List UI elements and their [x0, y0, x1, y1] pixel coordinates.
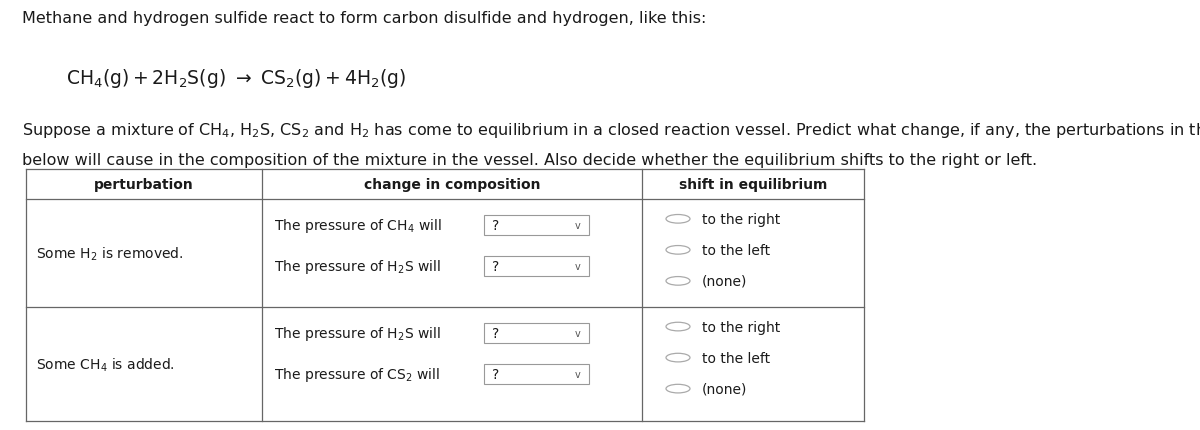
FancyBboxPatch shape [484, 257, 589, 276]
Text: to the left: to the left [702, 243, 770, 257]
Text: change in composition: change in composition [364, 178, 540, 192]
FancyBboxPatch shape [484, 216, 589, 236]
Text: shift in equilibrium: shift in equilibrium [679, 178, 827, 192]
Text: Some $\mathregular{CH_4}$ is added.: Some $\mathregular{CH_4}$ is added. [36, 356, 175, 373]
Text: (none): (none) [702, 274, 748, 288]
Text: v: v [575, 369, 580, 379]
Text: The pressure of $\mathregular{CH_4}$ will: The pressure of $\mathregular{CH_4}$ wil… [274, 217, 442, 235]
Text: Some $\mathregular{H_2}$ is removed.: Some $\mathregular{H_2}$ is removed. [36, 245, 184, 262]
Text: to the right: to the right [702, 212, 780, 226]
Text: to the right: to the right [702, 320, 780, 334]
Text: Methane and hydrogen sulfide react to form carbon disulfide and hydrogen, like t: Methane and hydrogen sulfide react to fo… [22, 11, 706, 26]
Text: Suppose a mixture of $\mathregular{CH_4}$, $\mathregular{H_2S}$, $\mathregular{C: Suppose a mixture of $\mathregular{CH_4}… [22, 120, 1200, 139]
Text: ?: ? [492, 219, 499, 233]
Text: The pressure of $\mathregular{H_2S}$ will: The pressure of $\mathregular{H_2S}$ wil… [274, 258, 440, 276]
Text: perturbation: perturbation [94, 178, 194, 192]
Text: to the left: to the left [702, 351, 770, 365]
Text: ?: ? [492, 326, 499, 340]
Text: $\mathregular{CH_4(g)+2H_2S(g)\ \rightarrow\ CS_2(g)+4H_2(g)}$: $\mathregular{CH_4(g)+2H_2S(g)\ \rightar… [66, 67, 407, 89]
Text: (none): (none) [702, 382, 748, 396]
FancyBboxPatch shape [484, 323, 589, 343]
Text: below will cause in the composition of the mixture in the vessel. Also decide wh: below will cause in the composition of t… [22, 153, 1037, 168]
Text: v: v [575, 221, 580, 231]
Text: ?: ? [492, 367, 499, 381]
Text: ?: ? [492, 260, 499, 273]
Text: The pressure of $\mathregular{H_2S}$ will: The pressure of $\mathregular{H_2S}$ wil… [274, 324, 440, 342]
Text: The pressure of $\mathregular{CS_2}$ will: The pressure of $\mathregular{CS_2}$ wil… [274, 365, 439, 383]
Text: v: v [575, 328, 580, 338]
FancyBboxPatch shape [484, 364, 589, 384]
Text: v: v [575, 261, 580, 272]
